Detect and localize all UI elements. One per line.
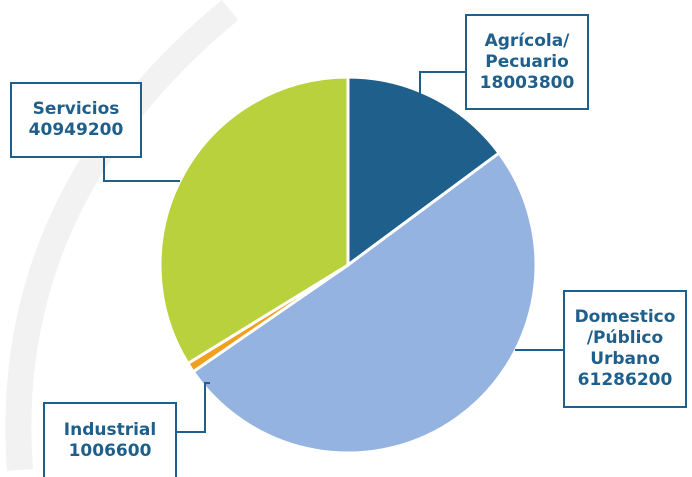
leader-line-industrial (177, 382, 210, 433)
label-servicios-line-1: Servicios (32, 99, 120, 119)
label-servicios: Servicios 40949200 (10, 82, 142, 158)
label-agricola-value: 18003800 (479, 72, 575, 93)
pie-slice-domestico-publico-urbano (191, 151, 538, 455)
label-agricola-line-1: Agrícola/ (484, 30, 570, 51)
label-industrial: Industrial 1006600 (43, 402, 177, 477)
pie-slice-agricola-pecuario (346, 75, 501, 267)
label-domestico-line-2: /Público (586, 328, 664, 348)
pie-slices (158, 75, 538, 455)
label-agricola-line-2: Pecuario (485, 51, 569, 72)
leader-lines (103, 71, 563, 433)
label-servicios-value: 40949200 (28, 120, 124, 140)
label-industrial-value: 1006600 (68, 440, 152, 461)
leader-line-servicios (103, 158, 180, 182)
pie-slice-servicios (158, 75, 350, 365)
label-agricola-pecuario: Agrícola/ Pecuario 18003800 (465, 14, 589, 110)
label-domestico-line-1: Domestico (574, 307, 676, 327)
label-domestico-line-3: Urbano (590, 349, 660, 369)
label-industrial-line-1: Industrial (63, 419, 157, 440)
label-domestico-value: 61286200 (577, 370, 673, 390)
leader-line-agricola (419, 71, 465, 113)
label-domestico-publico-urbano: Domestico /Público Urbano 61286200 (563, 290, 687, 408)
